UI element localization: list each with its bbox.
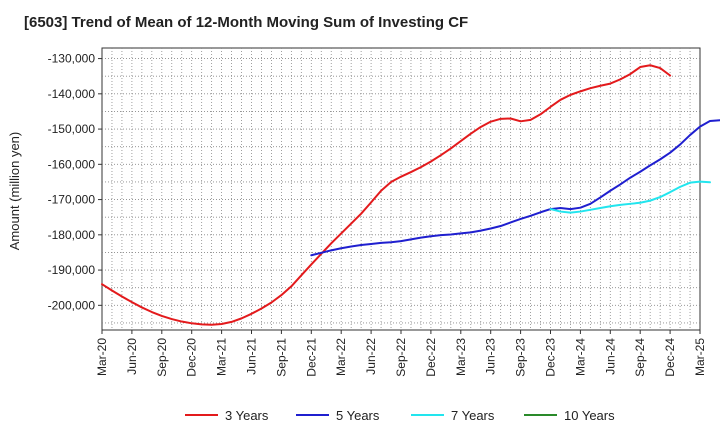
x-tick-label: Dec-20 bbox=[185, 338, 199, 377]
y-tick-label: -130,000 bbox=[48, 52, 96, 66]
x-tick-label: Sep-21 bbox=[274, 338, 288, 377]
legend-label-7-years: 7 Years bbox=[451, 408, 495, 423]
gridlines bbox=[102, 48, 700, 330]
x-tick-label: Sep-24 bbox=[633, 338, 647, 377]
x-tick-label: Jun-23 bbox=[484, 338, 498, 375]
y-tick-label: -150,000 bbox=[48, 122, 96, 136]
x-tick-label: Dec-21 bbox=[304, 338, 318, 377]
x-tick-label: Sep-22 bbox=[394, 338, 408, 377]
x-tick-label: Sep-23 bbox=[514, 338, 528, 377]
y-tick-label: -200,000 bbox=[48, 298, 96, 312]
x-tick-label: Dec-22 bbox=[424, 338, 438, 377]
x-tick-label: Mar-20 bbox=[95, 338, 109, 376]
series-line-5-years bbox=[310, 119, 720, 257]
x-tick-label: Jun-20 bbox=[125, 338, 139, 375]
x-tick-label: Mar-25 bbox=[693, 338, 707, 376]
y-tick-label: -160,000 bbox=[48, 157, 96, 171]
legend-label-10-years: 10 Years bbox=[564, 408, 615, 423]
series-lines bbox=[101, 64, 720, 326]
y-axis: -130,000 -140,000 -150,000 -160,000 -170,000… bbox=[48, 52, 102, 312]
y-tick-label: -180,000 bbox=[48, 228, 96, 242]
y-tick-label: -190,000 bbox=[48, 263, 96, 277]
series-line-3-years bbox=[101, 64, 672, 326]
legend-label-5-years: 5 Years bbox=[336, 408, 380, 423]
x-tick-label: Sep-20 bbox=[155, 338, 169, 377]
x-tick-label: Mar-21 bbox=[215, 338, 229, 376]
y-tick-label: -170,000 bbox=[48, 193, 96, 207]
y-axis-label: Amount (million yen) bbox=[7, 132, 22, 251]
x-tick-label: Jun-21 bbox=[245, 338, 259, 375]
legend: 3 Years 5 Years 7 Years 10 Years bbox=[185, 408, 615, 423]
x-tick-label: Mar-24 bbox=[573, 338, 587, 376]
x-tick-label: Jun-22 bbox=[364, 338, 378, 375]
y-tick-label: -140,000 bbox=[48, 87, 96, 101]
x-tick-label: Dec-24 bbox=[663, 338, 677, 377]
x-axis: Mar-20 Jun-20 Sep-20 Dec-20 Mar-21 Jun-21 Sep-… bbox=[95, 330, 707, 377]
x-tick-label: Jun-24 bbox=[603, 338, 617, 375]
x-tick-label: Dec-23 bbox=[544, 338, 558, 377]
series-line-7-years bbox=[549, 180, 711, 214]
x-tick-label: Mar-22 bbox=[334, 338, 348, 376]
x-tick-label: Mar-23 bbox=[454, 338, 468, 376]
chart-title: [6503] Trend of Mean of 12-Month Moving … bbox=[24, 14, 468, 31]
legend-label-3-years: 3 Years bbox=[225, 408, 269, 423]
